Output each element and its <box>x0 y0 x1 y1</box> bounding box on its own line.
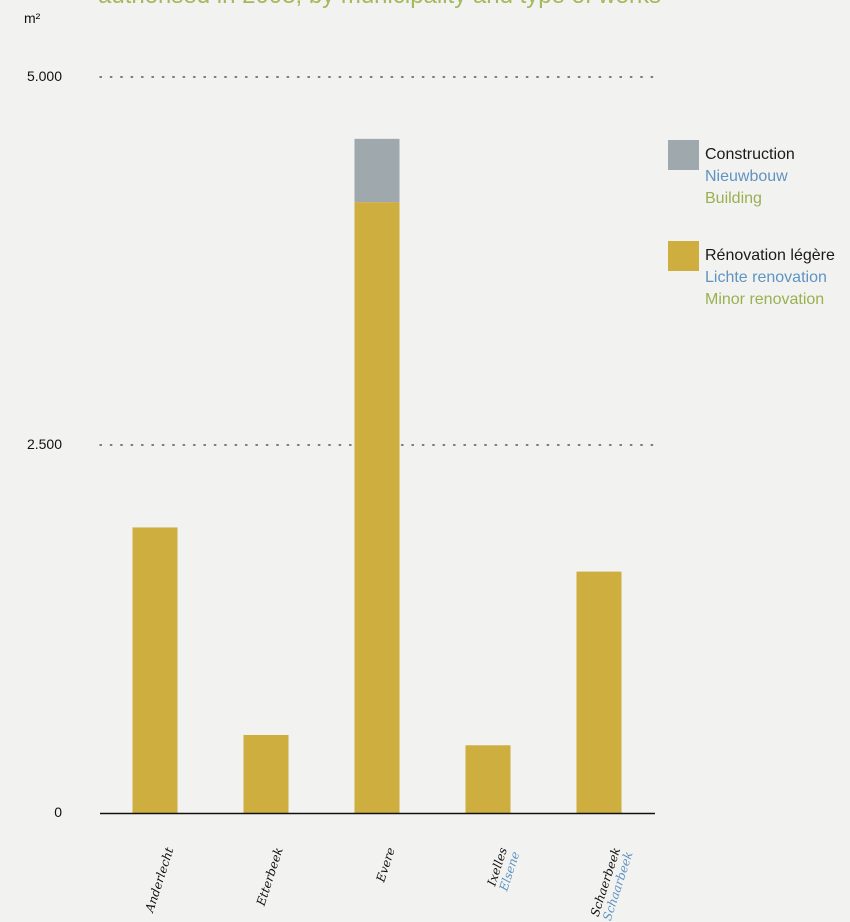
legend-swatch-building <box>668 140 699 170</box>
y-tick-label: 0 <box>54 804 62 820</box>
chart-title: authorised in 2003, by municipality and … <box>98 0 661 10</box>
legend-text: Construction Nieuwbouw Building <box>705 144 795 210</box>
legend-label-fr: Rénovation légère <box>705 247 835 264</box>
bar-building-evere <box>354 138 400 203</box>
legend-label-fr: Construction <box>705 146 795 163</box>
y-tick-label: 2.500 <box>26 436 62 452</box>
bar-minor_renovation-evere <box>354 202 400 813</box>
y-tick-label: 5.000 <box>26 68 62 84</box>
legend-swatch-minor-renovation <box>668 241 699 271</box>
legend-label-nl: Nieuwbouw <box>705 168 788 185</box>
y-axis-unit: m² <box>24 10 41 26</box>
bar-minor_renovation-etterbeek <box>243 734 289 813</box>
legend-label-en: Building <box>705 190 762 207</box>
legend-label-en: Minor renovation <box>705 291 825 308</box>
legend-label-nl: Lichte renovation <box>705 269 827 286</box>
bar-minor_renovation-anderlecht <box>132 527 178 813</box>
legend-text: Rénovation légère Lichte renovation Mino… <box>705 245 835 311</box>
bar-minor_renovation-schaerbeek <box>576 571 622 813</box>
bar-minor_renovation-ixelles <box>465 745 511 813</box>
